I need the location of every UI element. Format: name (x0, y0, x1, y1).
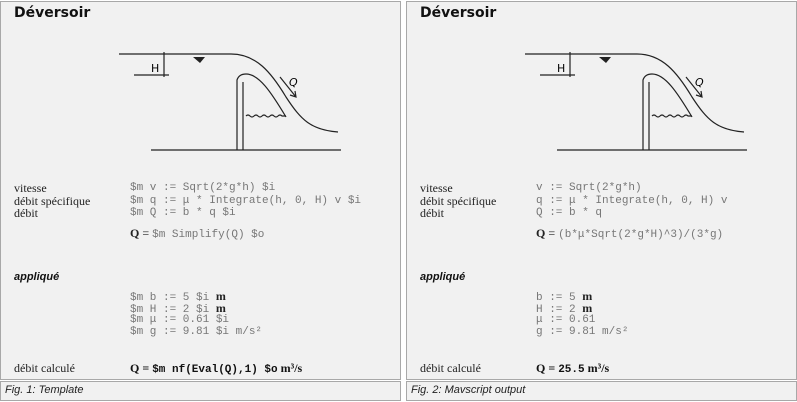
code-b: b := 5 m (536, 290, 592, 304)
label-debit-specifique: débit spécifique (14, 194, 91, 208)
weir-diagram: H Q (525, 52, 747, 151)
template-panel: Déversoir H Q vitesse débit spécifique d… (0, 1, 401, 380)
b-expr: b := 5 (536, 292, 576, 304)
H-unit: m (215, 301, 226, 315)
weir-diagram: H Q (119, 52, 341, 151)
label-debit-calcule: débit calculé (420, 361, 481, 375)
section-applique: appliqué (14, 271, 60, 283)
final-line: Q = 25.5 m³/s (536, 361, 610, 376)
caption-fig2: Fig. 2: Mavscript output (406, 381, 797, 401)
h-label: H (151, 62, 159, 75)
H-unit: m (582, 301, 593, 315)
final-unit: m³/s (587, 361, 610, 375)
label-vitesse: vitesse (420, 181, 453, 195)
panel-title: Déversoir (14, 5, 91, 21)
final-unit: m³/s (280, 361, 303, 375)
final-expr: 25.5 (558, 364, 585, 376)
water-level-icon (599, 57, 611, 63)
q-label: Q (695, 76, 704, 89)
water-level-icon (193, 57, 205, 63)
label-debit: débit (420, 206, 444, 220)
H-expr: $m H := 2 $i (130, 304, 210, 316)
code-H: H := 2 m (536, 302, 592, 316)
b-unit: m (215, 289, 226, 303)
result-expr: $m Simplify(Q) $o (152, 229, 265, 241)
q-label: Q (289, 76, 298, 89)
b-expr: $m b := 5 $i (130, 292, 210, 304)
result-line: Q = $m Simplify(Q) $o (130, 226, 265, 241)
code-Q: $m Q := b * q $i (130, 207, 236, 219)
label-debit: débit (14, 206, 38, 220)
H-expr: H := 2 (536, 304, 576, 316)
code-b: $m b := 5 $i m (130, 290, 226, 304)
final-expr: $m nf(Eval(Q),1) $o (152, 364, 278, 376)
panel-title: Déversoir (420, 5, 497, 21)
label-vitesse: vitesse (14, 181, 47, 195)
label-debit-calcule: débit calculé (14, 361, 75, 375)
code-mu: μ := 0.61 (536, 314, 596, 326)
label-debit-specifique: débit spécifique (420, 194, 497, 208)
code-v: $m v := Sqrt(2*g*h) $i (130, 182, 276, 194)
code-Q: Q := b * q (536, 207, 603, 219)
output-panel: Déversoir H Q vitesse débit spécifique d… (406, 1, 797, 380)
section-applique: appliqué (420, 271, 466, 283)
h-label: H (557, 62, 565, 75)
result-prefix: Q (130, 226, 140, 240)
code-g: $m g := 9.81 $i m/s² (130, 326, 263, 338)
result-line: Q = (b*μ*Sqrt(2*g*H)^3)/(3*g) (536, 226, 724, 241)
caption-fig1: Fig. 1: Template (0, 381, 401, 401)
code-v: v := Sqrt(2*g*h) (536, 182, 642, 194)
code-g: g := 9.81 m/s² (536, 326, 629, 338)
final-prefix: Q (130, 361, 140, 375)
code-q: $m q := μ * Integrate(h, 0, H) v $i (130, 195, 362, 207)
code-H: $m H := 2 $i m (130, 302, 226, 316)
b-unit: m (582, 289, 593, 303)
code-mu: $m μ := 0.61 $i (130, 314, 230, 326)
final-line: Q = $m nf(Eval(Q),1) $o m³/s (130, 361, 303, 376)
final-prefix: Q (536, 361, 546, 375)
result-prefix: Q (536, 226, 546, 240)
result-expr: (b*μ*Sqrt(2*g*H)^3)/(3*g) (558, 229, 724, 241)
code-q: q := μ * Integrate(h, 0, H) v (536, 195, 728, 207)
